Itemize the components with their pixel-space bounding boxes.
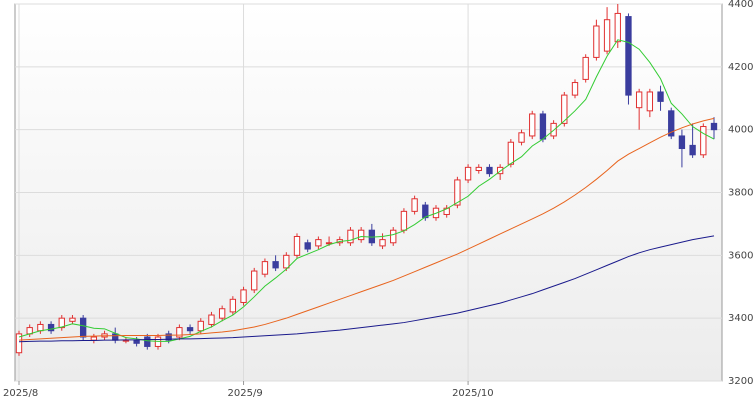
candle-body [368,229,376,244]
y-tick-label: 3200 [728,376,753,387]
y-tick-label: 3600 [728,250,753,261]
candle-body [582,56,589,80]
candle-body [529,113,536,137]
candle-body [454,179,461,206]
candle-body [700,126,707,156]
candle-body [261,261,269,275]
candle-body [625,16,632,96]
candle-body [69,317,76,322]
candle-body [507,141,515,165]
y-tick-label: 4200 [728,62,753,73]
x-tick-label: 2025/9 [228,388,263,399]
candle-body [593,25,600,58]
candle-body [571,82,579,96]
candle-body [218,308,226,319]
y-tick-label: 3400 [728,313,753,324]
candle-body [603,19,611,52]
candle-body [539,113,547,140]
candle-body [422,204,429,219]
y-tick-label: 4000 [728,125,753,136]
candle-body [176,327,183,338]
candle-body [240,289,247,303]
candle-body [518,132,525,143]
candle-body [357,229,365,241]
candle-body [79,317,87,338]
candle-body [197,320,204,332]
candle-body [47,323,55,332]
candle-body [496,166,504,175]
candle-body [379,239,386,247]
candle-body [272,261,279,269]
candle-body [144,336,151,347]
candle-body [678,135,686,150]
candle-body [229,298,237,313]
candle-body [347,229,354,244]
candle-body [561,94,568,124]
candle-body [133,339,140,344]
candle-body [614,12,621,43]
x-tick-label: 2025/10 [452,388,494,399]
candle-body [283,254,290,269]
candle-body [15,333,23,354]
candle-body [390,229,397,244]
y-tick-label: 4400 [728,0,753,10]
candle-body [208,314,215,325]
candle-body [315,239,322,247]
candle-body [325,242,333,245]
x-tick-label: 2025/8 [3,388,38,399]
candle-body [58,317,65,329]
candle-body [304,242,311,250]
candle-body [411,198,418,212]
candle-body [668,110,675,137]
candle-body [475,166,482,172]
candle-body [657,91,664,102]
candle-body [90,336,98,341]
candle-body [710,122,718,131]
candle-body [112,333,119,341]
candle-body [635,91,643,109]
candle-body [186,327,194,332]
candle-body [646,91,654,112]
candle-body [486,166,493,175]
candle-body [37,323,44,332]
candle-body [165,333,172,341]
y-tick-label: 3800 [728,188,753,199]
moving-average [18,235,715,343]
candle-body [464,166,472,181]
candle-body [400,210,408,231]
moving-average [18,117,715,341]
candle-body [293,235,301,256]
candle-body [251,270,258,291]
candle-body [443,207,450,215]
moving-average [18,39,715,342]
candle-body [689,144,696,156]
